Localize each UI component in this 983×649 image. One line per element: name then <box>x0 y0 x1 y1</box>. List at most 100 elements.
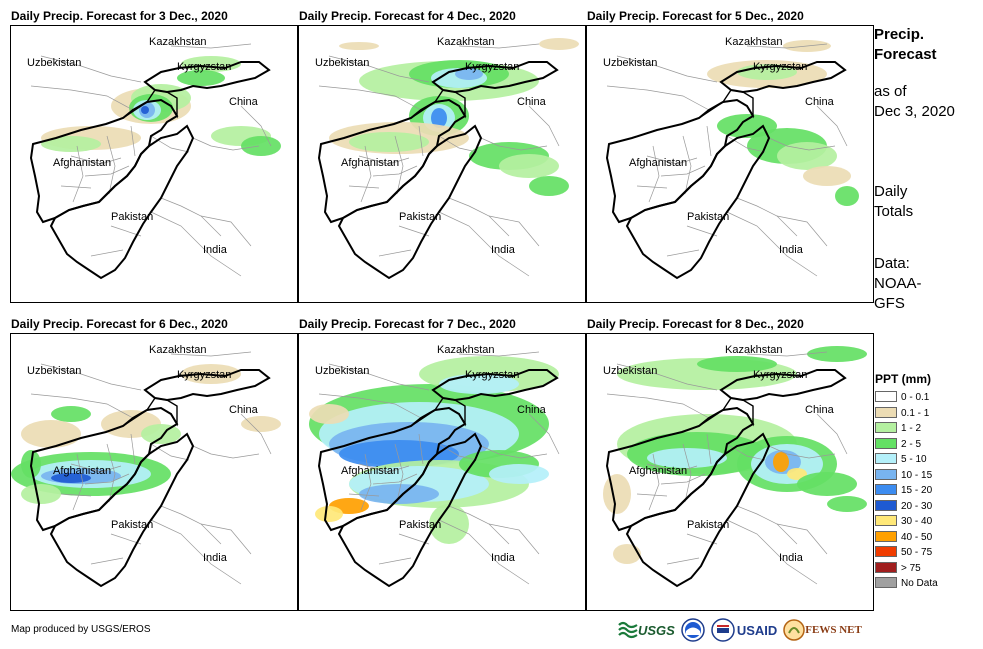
panel-title-3: Daily Precip. Forecast for 5 Dec., 2020 <box>587 9 804 23</box>
admin-boundary <box>746 43 828 49</box>
admin-boundary <box>358 463 410 473</box>
country-label-china: China <box>805 96 834 108</box>
legend-swatch <box>875 391 897 402</box>
admin-boundary <box>360 145 372 203</box>
country-label-china: China <box>229 404 258 416</box>
map-canvas <box>603 346 867 588</box>
admin-boundary <box>636 185 668 189</box>
country-boundary <box>698 89 754 119</box>
legend-label: No Data <box>901 578 938 589</box>
legend-label: 5 - 10 <box>901 454 927 465</box>
legend-item: 1 - 2 <box>875 422 921 435</box>
admin-boundary <box>686 225 718 237</box>
precip-area <box>803 166 851 186</box>
forecast-map-4: Kazakhstan Uzbekistan Kyrgyzstan China Afgha… <box>10 333 298 611</box>
precip-area <box>241 136 281 156</box>
country-label-kyrgyzstan: Kyrgyzstan <box>465 61 520 73</box>
admin-boundary <box>648 453 660 511</box>
fewsnet-logo: FEWS NET <box>783 619 862 641</box>
admin-boundary <box>666 557 700 565</box>
sidebar-data-source: Data: NOAA- GFS <box>874 254 922 314</box>
country-boundary <box>625 432 771 588</box>
legend-label: 0 - 0.1 <box>901 392 930 403</box>
precip-area <box>349 132 429 152</box>
admin-boundary <box>528 105 560 147</box>
admin-boundary <box>358 155 410 165</box>
forecast-map-3: Kazakhstan Uzbekistan Kyrgyzstan China Afgha… <box>586 25 874 303</box>
admin-boundary <box>150 519 242 585</box>
admin-boundary <box>240 105 272 147</box>
legend-title: PPT (mm) <box>875 372 932 386</box>
admin-boundary <box>318 85 422 111</box>
precip-area <box>21 484 61 504</box>
precip-area <box>807 346 867 362</box>
precip-area <box>773 452 789 472</box>
admin-boundary <box>636 493 668 497</box>
country-label-uzbekistan: Uzbekistan <box>315 57 370 69</box>
map-canvas <box>11 351 281 588</box>
legend-label: 50 - 75 <box>901 547 933 558</box>
forecast-map-1: Kazakhstan Uzbekistan Kyrgyzstan China Afgha… <box>10 25 298 303</box>
country-boundary <box>143 61 271 94</box>
admin-boundary <box>192 445 260 459</box>
admin-boundary <box>816 413 848 455</box>
country-label-china: China <box>517 96 546 108</box>
admin-boundary <box>110 225 142 237</box>
country-boundary <box>337 124 483 280</box>
country-label-pakistan: Pakistan <box>399 211 442 223</box>
admin-boundary <box>438 211 530 277</box>
admin-boundary <box>706 125 712 157</box>
admin-boundary <box>488 215 540 247</box>
admin-boundary <box>480 445 548 459</box>
country-boundary <box>698 397 754 427</box>
admin-boundary <box>150 443 190 461</box>
admin-boundary <box>776 215 828 247</box>
legend-swatch <box>875 530 897 542</box>
country-label-kazakhstan: Kazakhstan <box>149 36 207 48</box>
country-label-uzbekistan: Uzbekistan <box>603 57 658 69</box>
admin-boundary <box>200 523 252 555</box>
sidebar-title-line2: Forecast <box>874 46 937 63</box>
admin-boundary <box>84 473 130 485</box>
admin-boundary <box>480 137 548 151</box>
admin-boundary <box>706 433 712 465</box>
forecast-map-5: Kazakhstan Uzbekistan Kyrgyzstan China Afgha… <box>298 333 586 611</box>
country-boundary <box>719 61 847 94</box>
admin-boundary <box>30 85 134 111</box>
admin-boundary <box>170 351 252 357</box>
precip-layer <box>11 364 281 504</box>
country-label-kyrgyzstan: Kyrgyzstan <box>177 61 232 73</box>
admin-boundary <box>70 463 122 473</box>
legend-label: 30 - 40 <box>901 516 933 527</box>
country-boundary <box>143 369 271 402</box>
legend-swatch <box>875 422 897 433</box>
admin-boundary <box>394 135 404 195</box>
country-label-pakistan: Pakistan <box>111 519 154 531</box>
precip-layer <box>41 56 281 156</box>
admin-boundary <box>746 351 828 357</box>
legend-label: 15 - 20 <box>901 485 933 496</box>
country-label-afghanistan: Afghanistan <box>341 465 400 477</box>
legend-swatch <box>875 468 897 480</box>
precip-area <box>141 106 149 114</box>
forecast-map-6: Kazakhstan Uzbekistan Kyrgyzstan China Afgha… <box>586 333 874 611</box>
country-label-pakistan: Pakistan <box>687 519 730 531</box>
admin-boundary <box>816 105 848 147</box>
admin-boundary <box>160 505 222 545</box>
precip-area <box>41 136 101 152</box>
precip-area <box>51 406 91 422</box>
legend-swatch <box>875 499 897 511</box>
legend-label: 40 - 50 <box>901 531 933 543</box>
legend-item: 10 - 15 <box>875 468 932 482</box>
admin-boundary <box>240 413 272 455</box>
legend-item: 2 - 5 <box>875 437 921 451</box>
sidebar-title-line1: Precip. <box>874 26 925 43</box>
country-label-china: China <box>517 404 546 416</box>
legend-swatch <box>875 546 897 557</box>
sidebar-totals: Daily Totals <box>874 182 913 222</box>
legend-swatch <box>875 484 897 495</box>
admin-boundary <box>458 351 540 357</box>
admin-boundary <box>200 215 252 247</box>
admin-boundary <box>686 533 718 545</box>
admin-boundary <box>130 125 136 157</box>
